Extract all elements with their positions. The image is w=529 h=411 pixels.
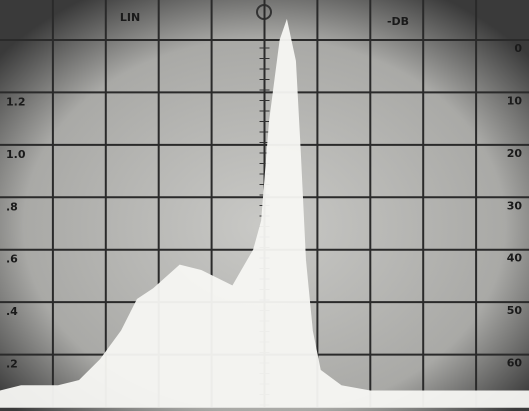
unit-label: -DB (387, 15, 409, 28)
y-tick-label: .8 (6, 200, 18, 213)
mode-label: LIN (120, 11, 140, 24)
y-tick-label: .6 (6, 253, 18, 266)
y2-tick-label: 0 (514, 42, 522, 55)
y2-tick-label: 60 (507, 357, 523, 370)
y2-tick-label: 50 (507, 304, 523, 317)
y-tick-label: .4 (6, 305, 18, 318)
y-tick-label: 1.0 (6, 148, 26, 161)
y2-tick-label: 10 (507, 94, 523, 107)
y2-tick-label: 40 (507, 252, 523, 265)
y-tick-label: 1.2 (6, 95, 26, 108)
y2-tick-label: 30 (507, 199, 523, 212)
spectrum (0, 18, 529, 408)
y2-tick-label: 20 (507, 147, 523, 160)
y-tick-label: .2 (6, 358, 18, 371)
